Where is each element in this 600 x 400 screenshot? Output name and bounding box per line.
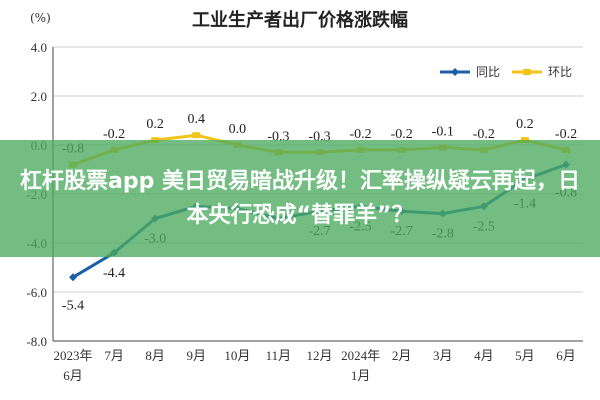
headline-banner[interactable]: 杠杆股票app 美日贸易暗战升级！汇率操纵疑云再起，日本央行恐成“替罪羊”？ xyxy=(0,140,600,257)
x-tick-label: 10月 xyxy=(224,348,250,363)
legend-label-yoy: 同比 xyxy=(476,65,500,79)
x-tick-label: 5月 xyxy=(515,348,535,363)
legend-marker-mom xyxy=(523,69,531,75)
x-tick-label: 11月 xyxy=(266,348,292,363)
y-tick-label: -8.0 xyxy=(26,334,47,349)
x-tick-label: 8月 xyxy=(145,348,165,363)
data-label-mom: 0.2 xyxy=(516,117,534,132)
x-tick-label: 12月 xyxy=(306,348,332,363)
data-label-mom: -0.2 xyxy=(473,127,495,142)
data-point-yoy xyxy=(69,273,77,282)
x-tick-label: 2023年 6月 xyxy=(53,348,92,383)
data-label-mom: -0.2 xyxy=(349,127,371,142)
x-tick-label: 9月 xyxy=(186,348,206,363)
y-tick-label: -6.0 xyxy=(26,285,47,300)
data-label-mom: -0.2 xyxy=(391,127,413,142)
legend: 同比 环比 xyxy=(440,65,572,79)
legend-label-mom: 环比 xyxy=(548,65,572,79)
data-label-mom: 0.0 xyxy=(229,122,247,137)
data-label-yoy: -5.4 xyxy=(62,298,84,313)
data-label-mom: -0.2 xyxy=(103,127,125,142)
x-tick-label: 6月 xyxy=(556,348,576,363)
legend-marker-yoy xyxy=(451,68,459,76)
x-tick-label: 4月 xyxy=(474,348,494,363)
chart-title: 工业生产者出厂价格涨跌幅 xyxy=(192,9,408,31)
data-label-yoy: -4.4 xyxy=(103,266,125,281)
x-tick-label: 2月 xyxy=(392,348,412,363)
data-label-mom: 0.4 xyxy=(188,112,206,127)
x-tick-label: 2024年 1月 xyxy=(341,348,380,383)
headline-text: 杠杆股票app 美日贸易暗战升级！汇率操纵疑云再起，日本央行恐成“替罪羊”？ xyxy=(19,168,580,228)
data-point-mom xyxy=(192,132,201,139)
x-tick-label: 7月 xyxy=(104,348,124,363)
data-label-mom: 0.2 xyxy=(146,117,164,132)
data-label-mom: -0.2 xyxy=(555,127,577,142)
y-unit-label: (%) xyxy=(30,11,51,25)
y-tick-label: 2.0 xyxy=(31,89,47,104)
y-tick-label: 4.0 xyxy=(31,40,47,55)
data-label-mom: -0.1 xyxy=(432,124,454,139)
x-tick-label: 3月 xyxy=(433,348,453,363)
